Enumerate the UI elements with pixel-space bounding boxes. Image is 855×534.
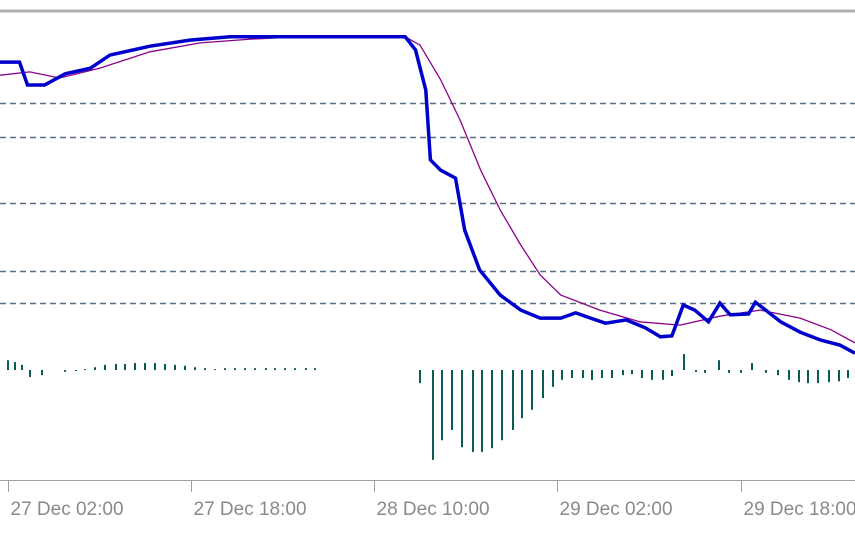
histogram-bar bbox=[751, 363, 753, 371]
histogram-bar bbox=[7, 360, 9, 371]
histogram-bar bbox=[14, 362, 16, 371]
histogram-bar bbox=[104, 364, 106, 371]
histogram-bar bbox=[521, 370, 523, 419]
histogram-bar bbox=[41, 370, 43, 376]
histogram-bar bbox=[847, 370, 849, 378]
histogram-bar bbox=[21, 364, 23, 371]
x-tick-label: 29 Dec 02:00 bbox=[560, 499, 673, 520]
histogram-bar bbox=[671, 370, 673, 377]
histogram-bar bbox=[662, 370, 664, 380]
histogram-bar bbox=[115, 363, 117, 371]
histogram-bar bbox=[704, 370, 706, 373]
histogram-bar bbox=[777, 370, 779, 376]
histogram-bar bbox=[419, 370, 421, 384]
histogram-bar bbox=[124, 363, 126, 371]
histogram-bar bbox=[472, 370, 474, 452]
histogram-bar bbox=[512, 370, 514, 430]
histogram-bar bbox=[154, 363, 156, 371]
histogram-bar bbox=[571, 370, 573, 378]
histogram-bar bbox=[254, 368, 256, 371]
histogram-bar bbox=[501, 370, 503, 441]
histogram-bar bbox=[740, 370, 742, 373]
histogram-bar bbox=[451, 370, 453, 430]
histogram-bar bbox=[651, 370, 653, 380]
histogram-bar bbox=[75, 370, 77, 372]
histogram-bar bbox=[265, 368, 267, 371]
histogram-bar bbox=[134, 363, 136, 371]
histogram-bar bbox=[194, 367, 196, 371]
histogram-bar bbox=[611, 370, 613, 378]
histogram-bar bbox=[64, 370, 66, 372]
histogram-bar bbox=[224, 368, 226, 371]
histogram-bar bbox=[728, 370, 730, 373]
histogram-bar bbox=[582, 370, 584, 378]
histogram-bar bbox=[432, 370, 434, 460]
histogram-bar bbox=[94, 367, 96, 371]
histogram-bar bbox=[838, 370, 840, 382]
histogram-bar bbox=[274, 368, 276, 371]
x-tick-label: 29 Dec 18:00 bbox=[744, 499, 855, 520]
histogram-bar bbox=[807, 370, 809, 384]
histogram-bar bbox=[314, 368, 316, 371]
histogram-bar bbox=[591, 370, 593, 380]
histogram-bar bbox=[531, 370, 533, 410]
histogram-bar bbox=[204, 368, 206, 371]
histogram-bar bbox=[144, 363, 146, 371]
histogram-bar bbox=[817, 370, 819, 384]
histogram-bar bbox=[641, 370, 643, 378]
histogram-bar bbox=[481, 370, 483, 452]
histogram-bar bbox=[552, 370, 554, 387]
histogram-bar bbox=[244, 368, 246, 371]
histogram-bar bbox=[441, 370, 443, 441]
histogram-bar bbox=[284, 368, 286, 371]
histogram-bar bbox=[164, 363, 166, 371]
histogram-bar bbox=[788, 370, 790, 380]
x-tick-label: 27 Dec 18:00 bbox=[194, 499, 307, 520]
x-tick-label: 28 Dec 10:00 bbox=[377, 499, 490, 520]
histogram-bar bbox=[718, 360, 720, 371]
histogram-bar bbox=[765, 370, 767, 373]
histogram-bar bbox=[561, 370, 563, 380]
histogram-bar bbox=[305, 368, 307, 371]
histogram-bar bbox=[84, 369, 86, 371]
histogram-bar bbox=[601, 370, 603, 378]
histogram-bar bbox=[828, 370, 830, 383]
histogram-bar bbox=[234, 368, 236, 371]
histogram-bar bbox=[294, 368, 296, 371]
histogram-bar bbox=[622, 370, 624, 376]
histogram-bar bbox=[542, 370, 544, 399]
histogram-bar bbox=[683, 354, 685, 371]
line-series bbox=[0, 35, 855, 355]
histogram-bar bbox=[174, 364, 176, 371]
histogram-bar bbox=[29, 370, 31, 378]
histogram-bar bbox=[695, 370, 697, 372]
histogram-bar bbox=[491, 370, 493, 449]
histogram-bar bbox=[184, 365, 186, 371]
x-tick-label: 27 Dec 02:00 bbox=[11, 499, 124, 520]
histogram-bar bbox=[631, 370, 633, 375]
histogram-bar bbox=[461, 370, 463, 448]
histogram-bar bbox=[798, 370, 800, 383]
histogram-bar bbox=[214, 369, 216, 371]
line-series bbox=[0, 36, 855, 344]
